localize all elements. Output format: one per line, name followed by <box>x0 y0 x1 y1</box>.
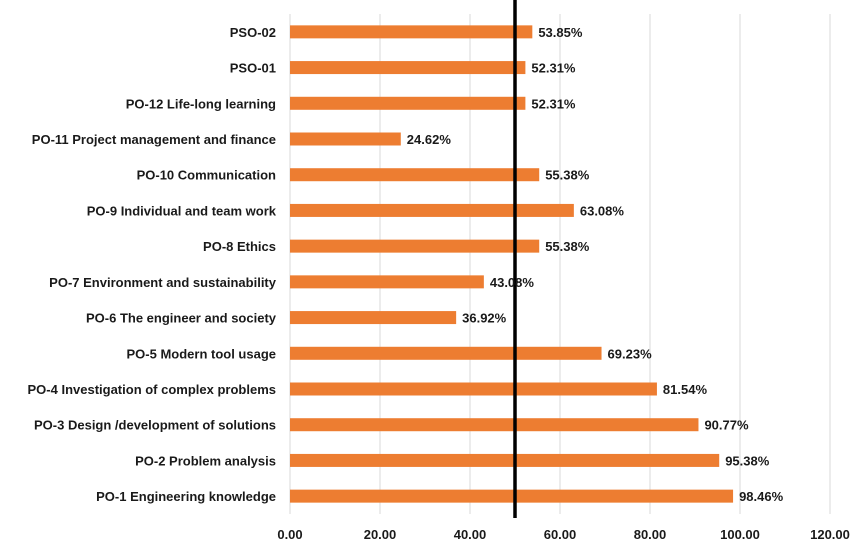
category-label: PO-6 The engineer and society <box>86 311 277 326</box>
data-label: 53.85% <box>538 25 583 40</box>
x-tick-label: 80.00 <box>634 527 667 542</box>
data-label: 43.08% <box>490 275 535 290</box>
category-label: PO-11 Project management and finance <box>32 132 276 147</box>
data-label: 81.54% <box>663 382 708 397</box>
x-tick-label: 120.00 <box>810 527 850 542</box>
data-label: 55.38% <box>545 168 590 183</box>
bar <box>290 61 526 75</box>
data-label: 98.46% <box>739 489 784 504</box>
bar <box>290 96 526 110</box>
category-label: PO-12 Life-long learning <box>126 96 276 111</box>
x-tick-label: 20.00 <box>364 527 397 542</box>
category-label: PO-5 Modern tool usage <box>126 346 276 361</box>
category-label: PSO-01 <box>230 61 276 76</box>
category-label: PO-10 Communication <box>137 168 276 183</box>
x-axis-tick-labels: 0.00 20.00 40.00 60.00 80.00 100.00 120.00 <box>277 527 850 542</box>
data-label: 63.08% <box>580 203 625 218</box>
bar <box>290 489 734 503</box>
data-label: 90.77% <box>704 418 749 433</box>
data-labels: 53.85% 52.31% 52.31% 24.62% 55.38% 63.08% 55.3… <box>407 25 784 504</box>
category-label: PSO-02 <box>230 25 276 40</box>
bar <box>290 168 540 182</box>
data-label: 52.31% <box>531 61 576 76</box>
bar <box>290 132 401 146</box>
bar <box>290 382 657 396</box>
category-label: PO-9 Individual and team work <box>87 203 277 218</box>
bars <box>290 25 734 503</box>
category-labels: PSO-02 PSO-01 PO-12 Life-long learning PO-1… <box>28 25 277 504</box>
x-tick-label: 60.00 <box>544 527 577 542</box>
data-label: 55.38% <box>545 239 590 254</box>
bar <box>290 453 720 467</box>
category-label: PO-2 Problem analysis <box>135 453 276 468</box>
data-label: 69.23% <box>608 346 653 361</box>
data-label: 36.92% <box>462 311 507 326</box>
bar <box>290 275 484 289</box>
data-label: 52.31% <box>531 96 576 111</box>
x-tick-label: 40.00 <box>454 527 487 542</box>
data-label: 95.38% <box>725 453 770 468</box>
bar <box>290 239 540 253</box>
category-label: PO-7 Environment and sustainability <box>49 275 277 290</box>
category-label: PO-3 Design /development of solutions <box>34 418 276 433</box>
bar <box>290 203 574 217</box>
x-tick-label: 100.00 <box>720 527 760 542</box>
category-label: PO-4 Investigation of complex problems <box>28 382 277 397</box>
bar <box>290 346 602 360</box>
bar <box>290 25 533 39</box>
category-label: PO-1 Engineering knowledge <box>96 489 276 504</box>
x-tick-label: 0.00 <box>277 527 302 542</box>
grid-lines <box>289 14 831 514</box>
bar <box>290 311 457 325</box>
bar <box>290 418 699 432</box>
data-label: 24.62% <box>407 132 452 147</box>
category-label: PO-8 Ethics <box>203 239 276 254</box>
